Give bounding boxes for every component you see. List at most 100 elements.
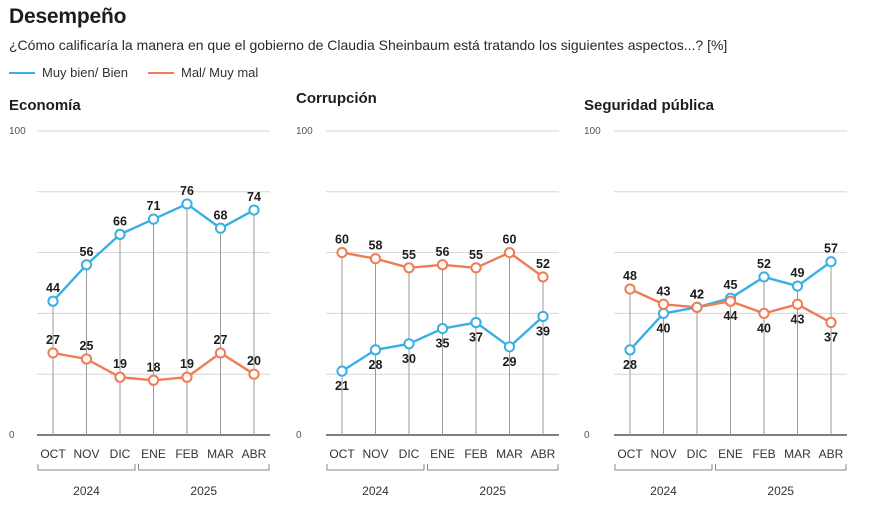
data-point-mal-muy-mal — [657, 298, 670, 310]
x-tick-label: NOV — [362, 447, 388, 461]
year-bracket — [37, 464, 136, 471]
data-label: 19 — [180, 357, 194, 371]
data-point-muy-bien-bien — [336, 365, 348, 377]
legend-label-positive: Muy bien/ Bien — [42, 65, 128, 80]
data-label: 55 — [402, 248, 416, 262]
data-point-muy-bien-bien — [436, 323, 449, 335]
x-tick-label: NOV — [650, 447, 676, 461]
x-tick-label: DIC — [687, 447, 708, 461]
data-point-muy-bien-bien — [214, 222, 227, 234]
data-label: 30 — [402, 352, 416, 366]
data-label: 43 — [657, 284, 671, 298]
data-label: 39 — [536, 324, 550, 338]
x-tick-label: MAR — [496, 447, 523, 461]
data-point-mal-muy-mal — [248, 368, 260, 380]
year-bracket — [614, 464, 713, 471]
data-label: 19 — [113, 357, 127, 371]
data-label: 76 — [180, 184, 194, 198]
data-point-mal-muy-mal — [691, 301, 703, 313]
x-tick-label: ENE — [718, 447, 743, 461]
data-label: 45 — [724, 278, 738, 292]
data-point-mal-muy-mal — [624, 283, 636, 295]
legend-swatch-positive — [9, 71, 35, 74]
data-label: 18 — [147, 360, 161, 374]
data-label: 44 — [724, 309, 738, 323]
data-label: 52 — [757, 257, 771, 271]
data-label: 27 — [214, 333, 228, 347]
data-point-mal-muy-mal — [758, 307, 770, 319]
year-label: 2024 — [650, 484, 677, 498]
data-point-muy-bien-bien — [248, 204, 260, 216]
data-point-muy-bien-bien — [825, 256, 837, 268]
x-tick-label: ABR — [242, 447, 267, 461]
year-label: 2025 — [767, 484, 794, 498]
x-tick-label: OCT — [40, 447, 66, 461]
data-label: 35 — [436, 337, 450, 351]
data-point-muy-bien-bien — [503, 341, 516, 353]
data-label: 48 — [623, 269, 637, 283]
legend-label-negative: Mal/ Muy mal — [181, 65, 259, 80]
year-bracket — [427, 464, 559, 471]
x-tick-label: NOV — [73, 447, 99, 461]
data-label: 40 — [657, 321, 671, 335]
legend-item-positive: Muy bien/ Bien — [9, 65, 128, 80]
x-tick-label: DIC — [399, 447, 420, 461]
legend-swatch-negative — [148, 71, 174, 74]
year-bracket — [138, 464, 270, 471]
chart-title: Corrupción — [296, 90, 377, 107]
data-label: 28 — [369, 358, 383, 372]
chart-seguridad-publica: Seguridad pública 100 0 28 40 42 45 52 49 57 48 43 4… — [584, 97, 847, 498]
data-label: 74 — [247, 190, 261, 204]
x-tick-label: MAR — [784, 447, 811, 461]
data-point-muy-bien-bien — [147, 213, 160, 225]
y-tick-label-100: 100 — [9, 126, 26, 137]
data-point-muy-bien-bien — [403, 338, 415, 350]
data-point-muy-bien-bien — [181, 198, 193, 210]
data-point-muy-bien-bien — [47, 295, 59, 307]
year-label: 2024 — [73, 484, 100, 498]
data-point-muy-bien-bien — [80, 259, 93, 271]
data-label: 56 — [436, 245, 450, 259]
x-tick-label: DIC — [110, 447, 131, 461]
data-label: 49 — [791, 266, 805, 280]
data-label: 60 — [503, 233, 517, 247]
data-point-muy-bien-bien — [624, 344, 636, 356]
year-bracket — [715, 464, 847, 471]
data-point-mal-muy-mal — [336, 247, 348, 259]
data-label: 71 — [147, 199, 161, 213]
data-point-mal-muy-mal — [214, 347, 227, 359]
year-label: 2025 — [190, 484, 217, 498]
data-point-mal-muy-mal — [791, 298, 804, 310]
chart-title: Seguridad pública — [584, 97, 715, 114]
data-label: 43 — [791, 312, 805, 326]
data-label: 29 — [503, 355, 517, 369]
data-point-mal-muy-mal — [537, 271, 549, 283]
data-point-muy-bien-bien — [114, 228, 126, 240]
page-subtitle: ¿Cómo calificaría la manera en que el go… — [9, 37, 728, 53]
data-point-mal-muy-mal — [436, 259, 449, 271]
x-tick-label: ENE — [141, 447, 166, 461]
data-label: 28 — [623, 358, 637, 372]
legend-item-negative: Mal/ Muy mal — [148, 65, 258, 80]
y-tick-label-0: 0 — [584, 430, 590, 441]
data-label: 55 — [469, 248, 483, 262]
data-label: 66 — [113, 214, 127, 228]
data-point-mal-muy-mal — [724, 295, 737, 307]
x-tick-label: MAR — [207, 447, 234, 461]
data-label: 21 — [335, 379, 349, 393]
x-tick-label: OCT — [617, 447, 643, 461]
x-tick-label: OCT — [329, 447, 355, 461]
data-label: 52 — [536, 257, 550, 271]
x-tick-label: ENE — [430, 447, 455, 461]
y-tick-label-100: 100 — [296, 126, 313, 137]
data-point-muy-bien-bien — [369, 344, 382, 356]
data-point-mal-muy-mal — [825, 316, 837, 329]
x-tick-label: FEB — [752, 447, 775, 461]
year-bracket — [326, 464, 425, 471]
data-point-muy-bien-bien — [537, 310, 549, 323]
chart-corrupcion: Corrupción 100 0 21 28 30 35 37 29 39 60 58 55 56 55 60… — [296, 90, 559, 498]
data-point-mal-muy-mal — [80, 353, 93, 365]
data-point-mal-muy-mal — [503, 247, 516, 259]
y-tick-label-0: 0 — [296, 430, 302, 441]
